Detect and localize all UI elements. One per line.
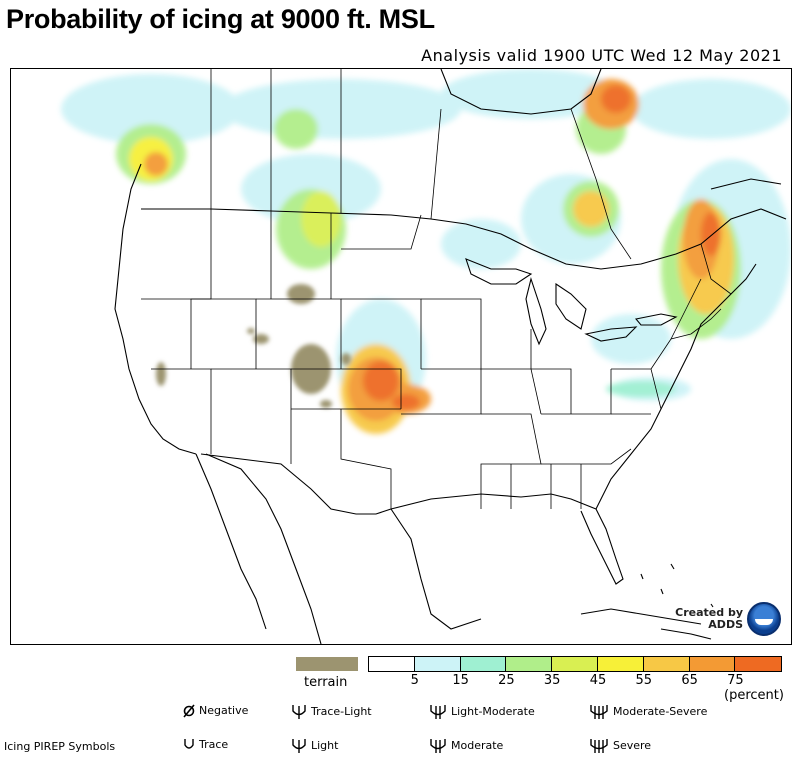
icing-map: Created by ADDS [10, 68, 792, 645]
probability-color-scale [368, 656, 783, 672]
badge-line2: ADDS [708, 618, 743, 631]
map-outlines [114, 69, 787, 644]
scale-tick-label: 45 [589, 673, 607, 688]
pirep-severe-label: Severe [613, 738, 652, 752]
negative-symbol-icon [183, 704, 195, 718]
scale-bin [460, 657, 507, 671]
state-lines [141, 209, 732, 509]
trace-symbol-icon [184, 739, 194, 749]
scale-units: (percent) [724, 688, 784, 703]
pirep-moderate-severe: Moderate-Severe [588, 702, 707, 720]
icing-probability-field [61, 69, 791, 434]
badge-line1: Created by [675, 606, 743, 619]
scale-tick-label: 65 [681, 673, 698, 688]
province-lines [210, 69, 632, 260]
pirep-moderate-severe-label: Moderate-Severe [613, 704, 708, 718]
scale-tick-label: 35 [543, 673, 561, 688]
pirep-light-label: Light [311, 738, 339, 752]
scale-tick-label: 15 [452, 673, 469, 688]
scale-tick-label: 25 [498, 673, 515, 688]
map-title: Probability of icing at 9000 ft. MSL [6, 4, 435, 34]
pirep-moderate: Moderate [428, 736, 503, 754]
pirep-trace: Trace [182, 736, 228, 752]
pirep-trace-light: Trace-Light [290, 702, 372, 720]
severe-symbol-icon [590, 739, 608, 753]
terrain-label: terrain [304, 675, 348, 690]
pirep-moderate-label: Moderate [451, 738, 504, 752]
terrain-swatch [296, 657, 358, 671]
scale-tick-label: 75 [727, 673, 744, 688]
pirep-severe: Severe [588, 736, 651, 754]
trace-light-symbol-icon [292, 705, 306, 719]
pirep-negative: Negative [182, 702, 248, 718]
scale-bin [552, 657, 598, 671]
scale-tick-label: 5 [410, 673, 419, 688]
pirep-negative-label: Negative [199, 703, 249, 717]
scale-bin [643, 657, 690, 671]
terrain-layer [156, 284, 351, 408]
analysis-valid-time: Analysis valid 1900 UTC Wed 12 May 2021 [421, 46, 782, 65]
adds-credit-badge: Created by ADDS [675, 602, 781, 636]
pirep-light-moderate: Light-Moderate [428, 702, 535, 720]
light-moderate-symbol-icon [430, 705, 446, 719]
map-canvas: Created by ADDS [61, 69, 791, 644]
pirep-light: Light [290, 736, 338, 754]
moderate-severe-symbol-icon [590, 705, 608, 719]
pirep-legend-title: Icing PIREP Symbols [4, 740, 116, 753]
light-symbol-icon [292, 739, 306, 753]
pirep-trace-label: Trace [199, 737, 229, 751]
scale-bin [369, 657, 415, 671]
pirep-light-moderate-label: Light-Moderate [451, 704, 535, 718]
scale-tick-label: 55 [635, 673, 653, 688]
scale-bin [597, 657, 644, 671]
noaa-logo-icon [747, 602, 781, 636]
scale-bin [506, 657, 553, 671]
scale-bin [414, 657, 461, 671]
pirep-trace-light-label: Trace-Light [311, 704, 372, 718]
moderate-symbol-icon [430, 739, 446, 753]
scale-bin [689, 657, 736, 671]
scale-bin [735, 657, 782, 671]
